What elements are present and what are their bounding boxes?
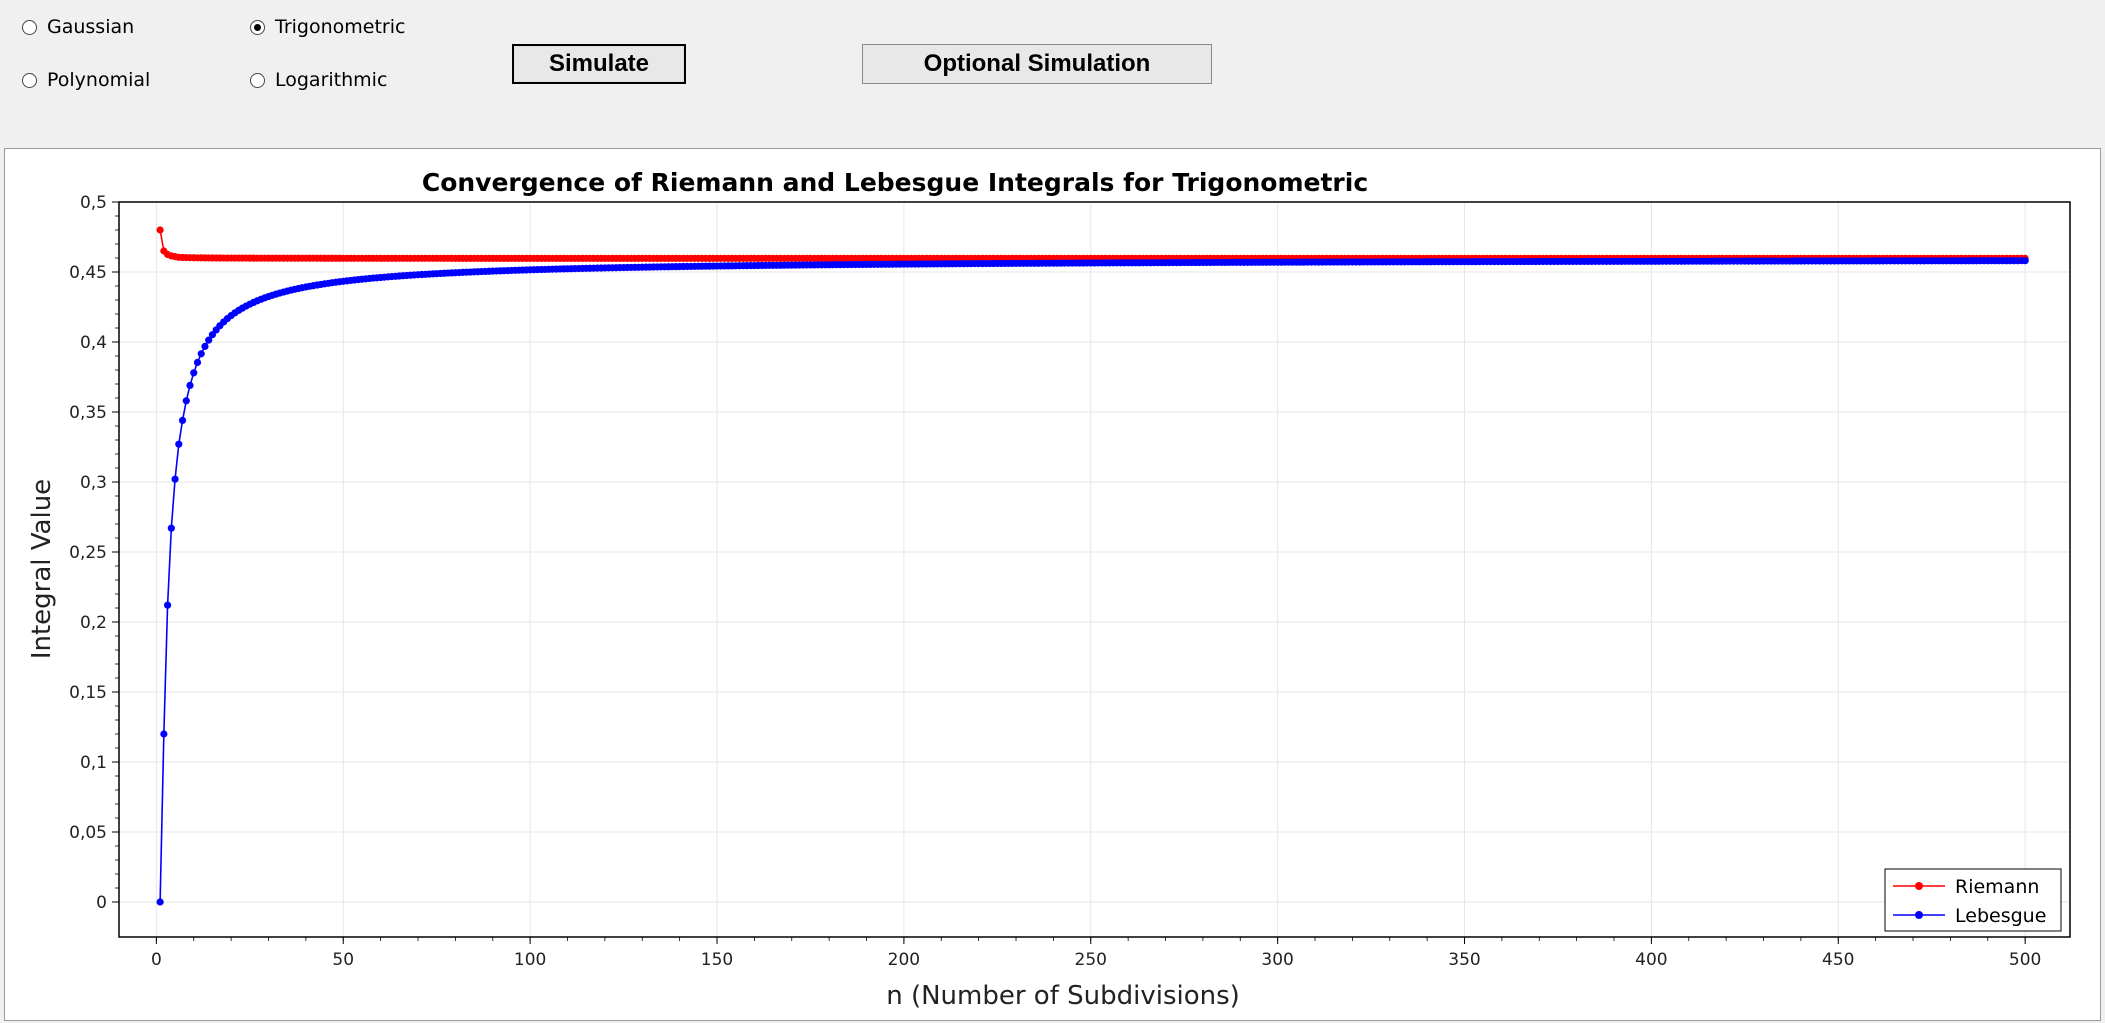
x-tick-label: 150 bbox=[701, 950, 733, 970]
data-point-lebesgue bbox=[182, 397, 190, 405]
x-tick-label: 350 bbox=[1448, 950, 1480, 970]
y-tick-label: 0 bbox=[96, 893, 107, 913]
radio-logarithmic-label: Logarithmic bbox=[275, 69, 388, 91]
x-tick-label: 450 bbox=[1822, 950, 1854, 970]
y-tick-label: 0,25 bbox=[69, 543, 107, 563]
radio-gaussian-label: Gaussian bbox=[47, 16, 135, 38]
convergence-chart: Convergence of Riemann and Lebesgue Inte… bbox=[27, 168, 2071, 1011]
radio-gaussian[interactable]: Gaussian bbox=[22, 16, 134, 38]
series-lebesgue bbox=[156, 257, 2029, 906]
data-point-lebesgue bbox=[2021, 257, 2029, 265]
data-point-lebesgue bbox=[171, 475, 179, 483]
x-tick-label: 100 bbox=[514, 950, 546, 970]
chart-panel: Convergence of Riemann and Lebesgue Inte… bbox=[4, 148, 2101, 1021]
y-tick-label: 0,4 bbox=[80, 333, 107, 353]
legend-swatch-marker bbox=[1915, 911, 1923, 919]
radio-gaussian-indicator[interactable] bbox=[22, 19, 37, 35]
series-riemann bbox=[156, 226, 2029, 263]
y-tick-label: 0,2 bbox=[80, 613, 107, 633]
legend-label: Riemann bbox=[1955, 876, 2039, 898]
x-axis-title: n (Number of Subdivisions) bbox=[886, 981, 1240, 1011]
y-tick-label: 0,1 bbox=[80, 753, 107, 773]
data-point-lebesgue bbox=[178, 416, 187, 424]
data-point-lebesgue bbox=[160, 730, 168, 738]
data-point-lebesgue bbox=[193, 358, 202, 366]
radio-trigonometric-indicator[interactable] bbox=[250, 19, 265, 35]
radio-trigonometric[interactable]: Trigonometric bbox=[250, 16, 405, 38]
data-point-lebesgue bbox=[190, 369, 198, 377]
x-tick-label: 250 bbox=[1075, 950, 1107, 970]
simulate-button[interactable]: Simulate bbox=[512, 44, 686, 84]
x-tick-label: 400 bbox=[1635, 950, 1667, 970]
legend-label: Lebesgue bbox=[1955, 905, 2046, 927]
y-tick-label: 0,05 bbox=[69, 823, 107, 843]
plot-area-frame bbox=[118, 201, 2071, 938]
optional-simulation-button[interactable]: Optional Simulation bbox=[862, 44, 1212, 84]
radio-logarithmic[interactable]: Logarithmic bbox=[250, 69, 387, 91]
legend-box bbox=[1884, 868, 2062, 932]
data-point-lebesgue bbox=[205, 336, 213, 344]
x-tick-label: 200 bbox=[888, 950, 920, 970]
series-line-lebesgue bbox=[159, 259, 2026, 903]
radio-polynomial-label: Polynomial bbox=[47, 69, 151, 91]
data-point-lebesgue bbox=[167, 524, 175, 532]
x-tick-label: 500 bbox=[2009, 950, 2041, 970]
data-point-lebesgue bbox=[175, 440, 183, 448]
x-tick-label: 50 bbox=[332, 950, 354, 970]
y-tick-label: 0,35 bbox=[69, 403, 107, 423]
data-point-lebesgue bbox=[163, 601, 172, 609]
data-point-riemann bbox=[156, 226, 164, 234]
data-point-lebesgue bbox=[197, 350, 205, 358]
data-point-lebesgue bbox=[156, 898, 164, 906]
data-point-lebesgue bbox=[201, 342, 209, 350]
y-tick-label: 0,45 bbox=[69, 263, 107, 283]
y-axis-title: Integral Value bbox=[27, 479, 57, 659]
legend-swatch-marker bbox=[1915, 882, 1923, 890]
series-line-riemann bbox=[159, 229, 2026, 260]
radio-trigonometric-label: Trigonometric bbox=[275, 16, 406, 38]
chart-title: Convergence of Riemann and Lebesgue Inte… bbox=[422, 168, 1368, 197]
y-tick-label: 0,15 bbox=[69, 683, 107, 703]
radio-logarithmic-indicator[interactable] bbox=[250, 72, 265, 88]
y-tick-label: 0,3 bbox=[80, 473, 107, 493]
radio-polynomial[interactable]: Polynomial bbox=[22, 69, 150, 91]
radio-polynomial-indicator[interactable] bbox=[22, 72, 37, 88]
data-point-lebesgue bbox=[186, 381, 194, 389]
x-tick-label: 0 bbox=[151, 950, 162, 970]
y-tick-label: 0,5 bbox=[80, 193, 107, 213]
chart-legend: Riemann Lebesgue bbox=[1884, 868, 2062, 932]
x-tick-label: 300 bbox=[1261, 950, 1293, 970]
